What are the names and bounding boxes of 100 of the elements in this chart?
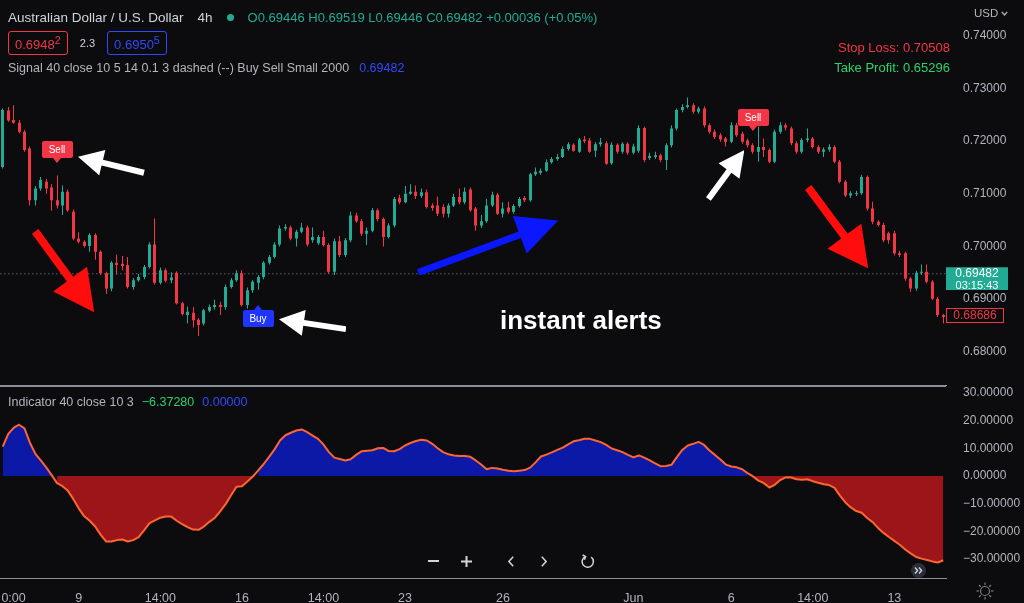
candlestick bbox=[512, 204, 515, 214]
candlestick bbox=[262, 261, 265, 280]
candlestick bbox=[632, 143, 635, 155]
candlestick bbox=[605, 141, 608, 165]
candlestick bbox=[355, 212, 358, 223]
candlestick bbox=[317, 234, 320, 245]
candlestick bbox=[686, 97, 689, 109]
candlestick bbox=[404, 185, 407, 204]
x-tick-label: 9 bbox=[75, 590, 83, 603]
annotation: instant alerts bbox=[500, 305, 662, 336]
candlestick bbox=[338, 235, 341, 258]
x-tick-label: 6 bbox=[727, 590, 735, 603]
candlestick bbox=[724, 136, 727, 147]
candlestick bbox=[77, 232, 80, 244]
x-tick-label: 13 bbox=[887, 590, 902, 603]
candlestick bbox=[730, 122, 733, 144]
candlestick bbox=[887, 231, 890, 244]
candlestick bbox=[224, 284, 227, 310]
candlestick bbox=[931, 280, 934, 301]
candlestick bbox=[94, 233, 97, 260]
candlestick bbox=[23, 130, 26, 152]
candlestick bbox=[866, 175, 869, 211]
candlestick bbox=[181, 301, 184, 316]
candlestick bbox=[333, 238, 336, 275]
annotation: 2.3 bbox=[79, 37, 96, 49]
candlestick bbox=[648, 152, 651, 161]
candlestick bbox=[153, 218, 156, 285]
candlestick bbox=[904, 251, 907, 281]
candlestick bbox=[578, 137, 581, 153]
candlestick bbox=[376, 208, 379, 222]
candlestick bbox=[496, 192, 499, 215]
candlestick bbox=[322, 230, 325, 247]
candlestick bbox=[72, 209, 75, 241]
candlestick bbox=[66, 189, 69, 212]
candlestick bbox=[621, 142, 624, 154]
y-axis-title: USD bbox=[974, 7, 999, 19]
candlestick bbox=[137, 273, 140, 282]
candlestick bbox=[45, 179, 48, 194]
candlestick bbox=[278, 225, 281, 247]
candlestick bbox=[197, 318, 200, 337]
y-tick-label: 0.00000 bbox=[963, 468, 1007, 483]
candlestick bbox=[414, 185, 417, 200]
candlestick bbox=[12, 105, 15, 124]
candlestick bbox=[469, 187, 472, 212]
x-tick-label: 14:00 bbox=[797, 590, 829, 603]
y-tick-label: 0.69000 bbox=[963, 291, 1007, 306]
candlestick bbox=[284, 224, 287, 231]
candlestick bbox=[110, 261, 113, 292]
candlestick bbox=[164, 268, 167, 283]
candlestick bbox=[741, 131, 744, 144]
candlestick bbox=[518, 196, 521, 208]
candlestick bbox=[594, 142, 597, 157]
candlestick bbox=[849, 191, 852, 199]
candlestick bbox=[773, 129, 776, 164]
annotation: Sell bbox=[41, 141, 73, 158]
candlestick bbox=[442, 204, 445, 218]
y-tick-label: −20.00000 bbox=[963, 523, 1021, 538]
candlestick bbox=[877, 220, 880, 227]
candlestick bbox=[616, 143, 619, 154]
candlestick bbox=[132, 278, 135, 290]
candlestick bbox=[692, 103, 695, 114]
candlestick bbox=[784, 123, 787, 131]
candlestick bbox=[480, 214, 483, 229]
candlestick bbox=[121, 255, 124, 271]
candlestick bbox=[105, 271, 108, 294]
candlestick bbox=[681, 104, 684, 113]
x-tick-label: 26 bbox=[495, 590, 510, 603]
candlestick bbox=[360, 219, 363, 236]
candlestick bbox=[795, 141, 798, 154]
candlestick bbox=[828, 144, 831, 152]
candlestick bbox=[550, 156, 553, 164]
candlestick bbox=[659, 153, 662, 163]
candlestick bbox=[675, 108, 678, 131]
candlestick bbox=[790, 126, 793, 146]
candlestick bbox=[148, 242, 151, 269]
candlestick bbox=[371, 208, 374, 233]
candlestick bbox=[898, 250, 901, 258]
y-tick-label: 0.74000 bbox=[963, 28, 1007, 43]
candlestick bbox=[235, 270, 238, 282]
candlestick bbox=[719, 133, 722, 142]
candlestick bbox=[175, 271, 178, 305]
text: 0.68686 bbox=[953, 308, 997, 322]
x-tick-label: 16 bbox=[234, 590, 249, 603]
annotation: Stop Loss: 0.70508 bbox=[837, 40, 950, 55]
candlestick bbox=[219, 301, 222, 315]
candlestick bbox=[436, 196, 439, 216]
candlestick bbox=[186, 306, 189, 324]
x-tick-label: 14:00 bbox=[307, 590, 340, 603]
candlestick bbox=[860, 174, 863, 195]
candlestick bbox=[273, 242, 276, 259]
candlestick bbox=[909, 277, 912, 292]
candlestick bbox=[240, 270, 243, 307]
candlestick bbox=[545, 159, 548, 172]
candlestick bbox=[56, 175, 59, 209]
candlestick bbox=[382, 217, 385, 247]
candlestick bbox=[393, 196, 396, 228]
x-tick-label: Jun bbox=[623, 590, 644, 603]
candlestick bbox=[670, 125, 673, 148]
candlestick bbox=[762, 138, 765, 157]
candlestick bbox=[447, 203, 450, 218]
